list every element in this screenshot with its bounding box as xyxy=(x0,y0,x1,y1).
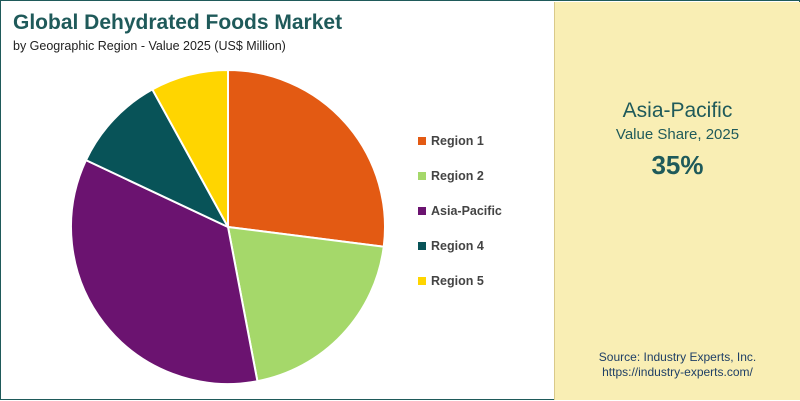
highlight-panel: Asia-Pacific Value Share, 2025 35% Sourc… xyxy=(554,2,800,400)
highlight-label: Value Share, 2025 xyxy=(615,126,740,143)
pie-slice-region-1 xyxy=(227,69,386,248)
legend-item: Asia-Pacific xyxy=(418,202,502,220)
legend-label: Region 5 xyxy=(431,274,484,288)
chart-subtitle: by Geographic Region - Value 2025 (US$ M… xyxy=(13,39,286,53)
legend-item: Region 1 xyxy=(418,132,484,150)
legend-swatch xyxy=(418,207,426,215)
chart-title: Global Dehydrated Foods Market xyxy=(13,11,343,34)
pie-slice-asia-pacific xyxy=(70,159,259,385)
legend-label: Region 2 xyxy=(431,169,484,183)
pie-slice-region-5 xyxy=(151,69,229,228)
highlight-region: Asia-Pacific xyxy=(622,99,733,122)
legend-item: Region 2 xyxy=(418,167,484,185)
legend-swatch xyxy=(418,172,426,180)
pie-slice-region-4 xyxy=(84,88,229,228)
legend-swatch xyxy=(418,242,426,250)
source-text: Source: Industry Experts, Inc. xyxy=(598,350,757,364)
legend-label: Region 4 xyxy=(431,239,484,253)
pie-chart xyxy=(70,69,386,385)
legend-swatch xyxy=(418,137,426,145)
legend-swatch xyxy=(418,277,426,285)
highlight-value: 35% xyxy=(651,150,704,180)
legend-label: Asia-Pacific xyxy=(431,204,502,218)
source-url[interactable]: https://industry-experts.com/ xyxy=(602,365,753,379)
pie-slice-region-2 xyxy=(227,226,385,383)
legend-item: Region 5 xyxy=(418,272,484,290)
legend-label: Region 1 xyxy=(431,134,484,148)
legend-item: Region 4 xyxy=(418,237,484,255)
